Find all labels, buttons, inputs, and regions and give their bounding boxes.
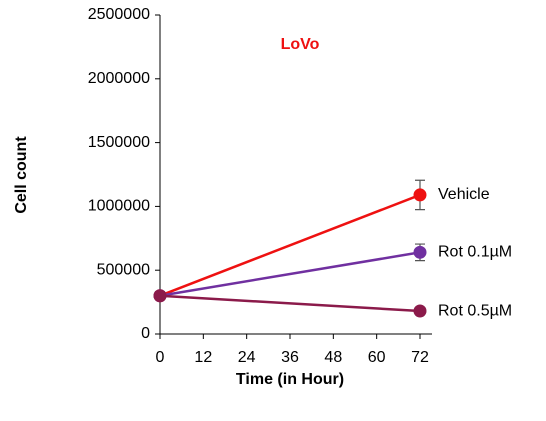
y-axis-label: Cell count [13, 136, 30, 214]
y-tick-label: 2500000 [88, 6, 150, 23]
data-point [413, 188, 427, 202]
x-tick-label: 12 [194, 349, 212, 366]
y-tick-label: 2000000 [88, 70, 150, 87]
x-axis-label: Time (in Hour) [236, 371, 344, 388]
data-point [413, 304, 427, 318]
series-line [159, 251, 421, 297]
series-line [159, 294, 421, 313]
x-tick-label: 24 [238, 349, 256, 366]
y-tick-label: 500000 [97, 261, 150, 278]
x-tick-label: 72 [411, 349, 429, 366]
y-tick-label: 0 [141, 325, 150, 342]
data-point [153, 289, 167, 303]
x-tick-label: 48 [324, 349, 342, 366]
data-point [413, 245, 427, 259]
series-label: Rot 0.1µM [438, 244, 512, 261]
series-label: Rot 0.5µM [438, 302, 512, 319]
x-tick-label: 0 [156, 349, 165, 366]
y-tick-label: 1000000 [88, 198, 150, 215]
x-tick-label: 36 [281, 349, 299, 366]
x-tick-label: 60 [368, 349, 386, 366]
series-line [159, 193, 421, 297]
chart-title: LoVo [281, 36, 320, 53]
y-tick-label: 1500000 [88, 134, 150, 151]
series-label: Vehicle [438, 186, 490, 203]
